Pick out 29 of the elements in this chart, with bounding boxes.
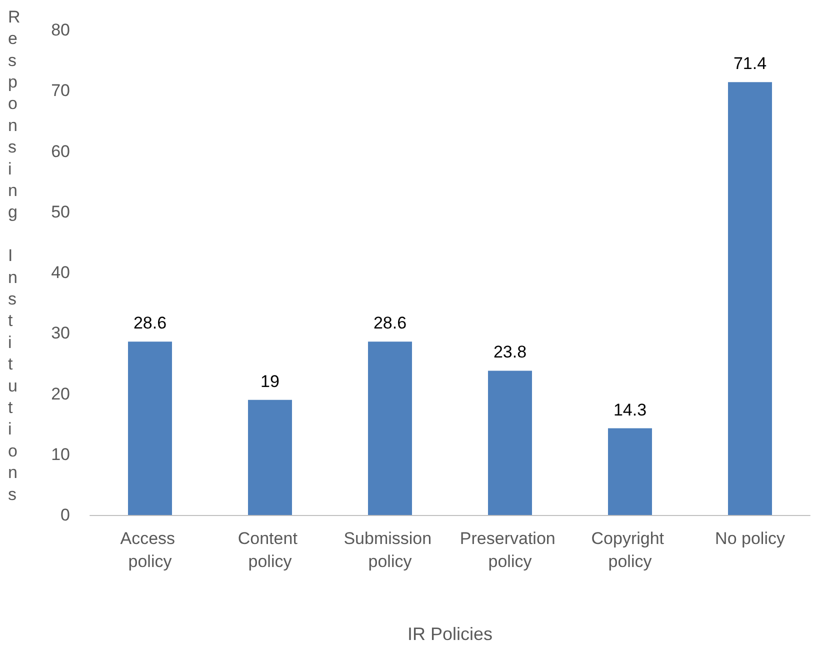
x-tick-label: Access policy [120,529,180,571]
data-label: 71.4 [733,54,767,74]
bar [128,342,172,515]
data-label: 14.3 [613,400,647,420]
bar [248,400,292,515]
bar [608,428,652,515]
y-tick-label: 40 [51,263,70,282]
y-tick-label: 50 [51,202,70,222]
x-tick-label: Preservation policy [460,529,560,571]
x-tick-label: Content policy [238,529,302,571]
bar [728,82,772,515]
x-tick-label: Copyright policy [591,529,669,571]
bar [488,370,532,515]
x-axis-title: IR Policies [407,624,493,644]
y-tick-label: 70 [51,81,70,100]
x-tick-label: No policy [715,529,786,548]
y-tick-label: 0 [60,506,70,524]
y-tick-label: 60 [51,142,70,161]
x-tick-label: Submission policy [344,529,436,571]
y-tick-label: 80 [51,20,70,40]
data-label: 19 [260,372,280,391]
text: Responsing Institutions [8,7,20,504]
bar [368,342,412,515]
y-tick-label: 20 [51,384,70,404]
y-tick-label: 10 [51,444,70,464]
data-label: 23.8 [493,342,527,362]
y-tick-label: 30 [51,324,70,343]
data-label: 28.6 [373,314,407,333]
data-label: 28.6 [133,314,167,333]
